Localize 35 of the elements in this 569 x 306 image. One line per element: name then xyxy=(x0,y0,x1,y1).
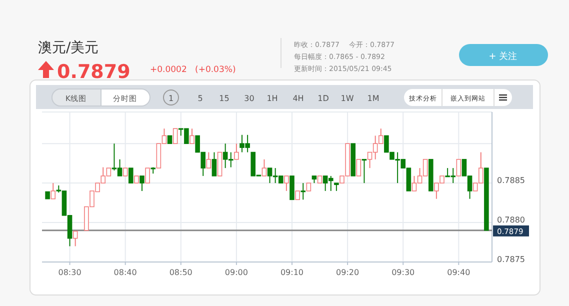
candlestick xyxy=(262,158,267,176)
candlestick xyxy=(362,158,367,184)
text: +0.0002 xyxy=(150,65,187,75)
chart-title: 澳元/美元 xyxy=(38,40,99,56)
x-tick-label: 08:30 xyxy=(58,268,82,277)
y-tick-label: 0.7885 xyxy=(497,176,525,186)
candlestick xyxy=(206,152,212,169)
x-tick-label: 09:40 xyxy=(447,268,470,277)
candlestick xyxy=(356,158,362,176)
candlestick xyxy=(284,175,289,192)
candlestick xyxy=(456,158,462,176)
candlestick xyxy=(172,128,178,144)
x-tick-label: 09:30 xyxy=(392,268,415,277)
candlestick xyxy=(290,176,294,200)
candlestick xyxy=(190,128,194,144)
candlestick xyxy=(300,182,306,200)
x-tick-label: 08:50 xyxy=(169,268,192,277)
candlestick xyxy=(145,168,150,184)
candlestick xyxy=(217,152,222,176)
candlestick xyxy=(128,168,134,184)
x-tick-label: 09:10 xyxy=(280,268,304,277)
text: 1 5 15 30 1H 4H 1D 1W 1M xyxy=(168,94,380,103)
text: + 关注 xyxy=(488,51,518,62)
y-tick-label: 0.7875 xyxy=(497,255,525,264)
chart-subtitle: 0.7879 xyxy=(57,61,130,83)
candlestick xyxy=(212,152,217,176)
x-tick-label: 09:00 xyxy=(224,268,248,277)
candlestick xyxy=(140,175,144,192)
x-tick-label: 09:20 xyxy=(336,268,360,277)
x-tick-label: 08:40 xyxy=(114,268,137,277)
text: (+0.03%) xyxy=(195,65,236,75)
candlestick xyxy=(72,230,78,247)
candlestick xyxy=(50,182,56,200)
y-tick-label: 0.7880 xyxy=(497,216,525,225)
candlestick xyxy=(234,143,239,160)
